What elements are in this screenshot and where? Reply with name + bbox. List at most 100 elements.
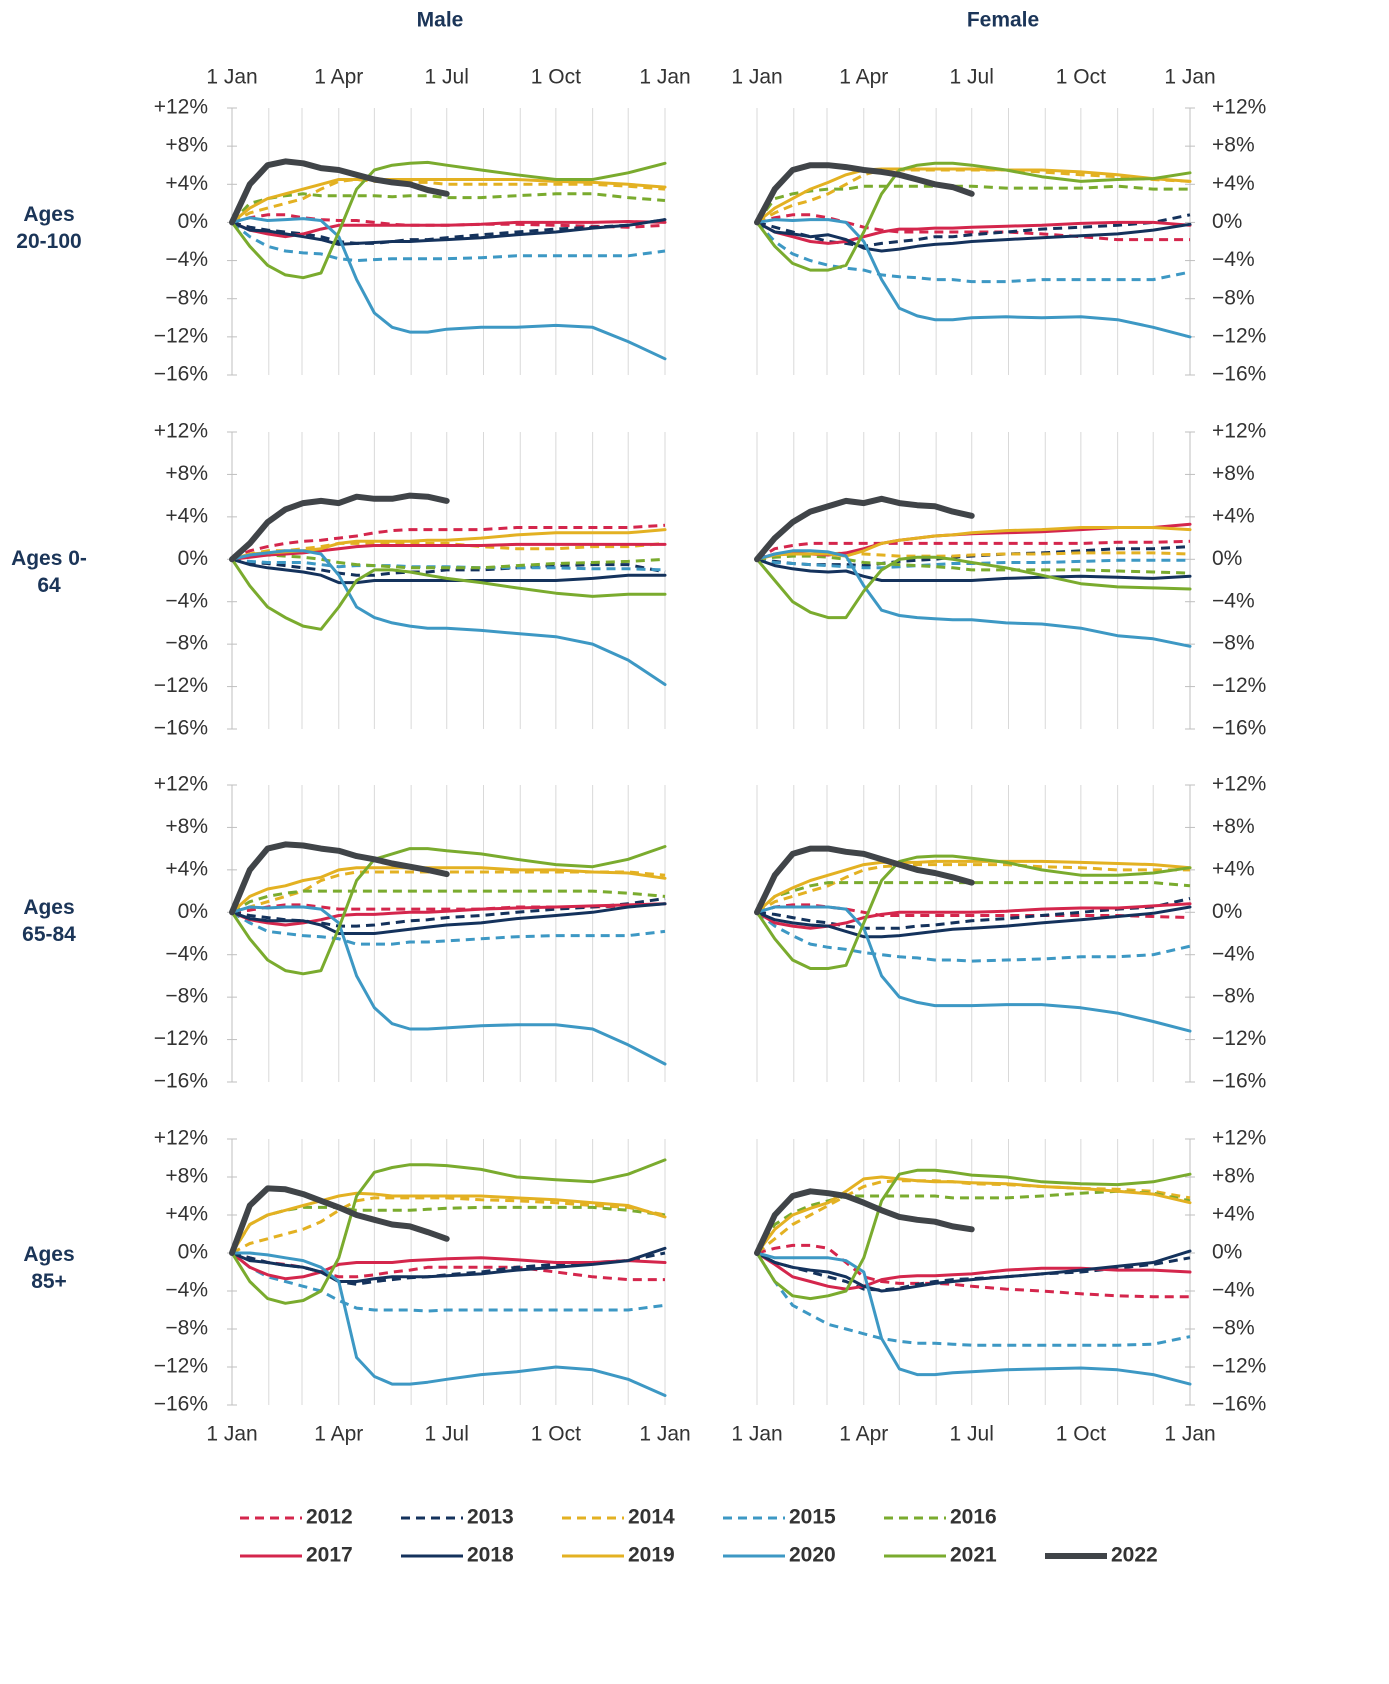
y-tick-label: +12% <box>154 1127 208 1150</box>
series-line <box>755 557 1192 582</box>
series-line <box>755 854 1192 970</box>
legend-label: 2013 <box>467 1506 514 1529</box>
series-line <box>230 557 667 585</box>
series-line <box>755 220 1192 245</box>
series-line <box>230 1246 667 1283</box>
series-line <box>756 554 1191 575</box>
x-tick-label: 1 Jan <box>639 66 690 89</box>
y-tick-label: −16% <box>1212 1393 1266 1416</box>
x-tick-label: 1 Jul <box>425 66 469 89</box>
series-line <box>231 1251 666 1286</box>
series-line <box>755 1251 1192 1386</box>
series-line <box>755 526 1192 561</box>
y-tick-label: +12% <box>1212 420 1266 443</box>
y-tick-label: −16% <box>154 1393 208 1416</box>
y-tick-label: −4% <box>1212 248 1255 271</box>
y-tick-label: +4% <box>1212 172 1255 195</box>
series-line <box>230 216 667 361</box>
x-tick-label: 1 Jan <box>206 66 257 89</box>
y-tick-label: −12% <box>154 1027 208 1050</box>
series-line <box>755 221 1191 284</box>
legend-label: 2016 <box>950 1506 997 1529</box>
x-tick-label: 1 Jan <box>206 1423 257 1446</box>
series-line <box>755 1252 1191 1347</box>
y-tick-label: −16% <box>154 717 208 740</box>
y-tick-label: 0% <box>178 210 208 233</box>
series-line <box>230 557 667 631</box>
y-tick-label: 0% <box>1212 1241 1242 1264</box>
series-line <box>230 220 667 239</box>
y-tick-label: +12% <box>154 420 208 443</box>
y-tick-label: +12% <box>1212 1127 1266 1150</box>
series-line <box>755 161 1192 272</box>
y-tick-label: −8% <box>165 985 208 1008</box>
series-line <box>229 841 450 916</box>
x-tick-label: 1 Jul <box>425 1423 469 1446</box>
series-line <box>230 542 667 561</box>
series-line <box>230 1251 667 1281</box>
series-line <box>756 881 1191 914</box>
series-line <box>229 1185 450 1256</box>
y-tick-label: 0% <box>1212 210 1242 233</box>
x-tick-label: 1 Apr <box>314 1423 363 1446</box>
y-tick-label: −8% <box>1212 1317 1255 1340</box>
y-tick-label: 0% <box>1212 900 1242 923</box>
series-line <box>230 902 667 935</box>
x-tick-label: 1 Jan <box>731 1423 782 1446</box>
x-tick-label: 1 Jul <box>950 66 994 89</box>
series-line <box>231 902 666 914</box>
y-tick-label: +8% <box>165 462 208 485</box>
y-tick-label: +4% <box>165 1203 208 1226</box>
series-line <box>755 184 1190 224</box>
series-line <box>231 553 666 570</box>
series-line <box>756 1251 1191 1292</box>
x-tick-label: 1 Oct <box>531 1423 581 1446</box>
y-tick-label: −8% <box>1212 286 1255 309</box>
series-line <box>754 162 975 226</box>
row-title: Ages 0-64 <box>11 547 87 597</box>
y-tick-label: +4% <box>165 172 208 195</box>
x-tick-label: 1 Apr <box>314 66 363 89</box>
series-line <box>231 1251 666 1313</box>
legend-label: 2017 <box>306 1544 353 1567</box>
y-tick-label: +12% <box>154 773 208 796</box>
y-tick-label: −4% <box>165 589 208 612</box>
legend-label: 2014 <box>628 1506 675 1529</box>
y-tick-label: −4% <box>1212 942 1255 965</box>
series-line <box>231 911 666 946</box>
series-line <box>754 495 975 563</box>
y-tick-label: −8% <box>165 1317 208 1340</box>
series-line <box>230 1191 667 1255</box>
x-tick-label: 1 Jan <box>1164 1423 1215 1446</box>
legend-label: 2015 <box>789 1506 836 1529</box>
series-line <box>230 1251 667 1397</box>
y-tick-label: +4% <box>1212 1203 1255 1226</box>
series-line <box>230 1205 666 1254</box>
series-line <box>754 845 975 916</box>
x-tick-label: 1 Jan <box>639 1423 690 1446</box>
y-tick-label: −4% <box>1212 1279 1255 1302</box>
y-tick-label: −4% <box>165 248 208 271</box>
series-line <box>755 905 1192 1033</box>
series-line <box>230 905 667 1066</box>
x-tick-label: 1 Apr <box>839 66 888 89</box>
series-line <box>231 870 666 914</box>
series-line <box>755 1249 1192 1293</box>
series-line <box>755 549 1192 648</box>
y-tick-label: −12% <box>1212 1355 1266 1378</box>
series-line <box>754 1188 975 1256</box>
series-line <box>231 557 666 577</box>
legend-label: 2022 <box>1111 1544 1158 1567</box>
y-tick-label: +8% <box>1212 1165 1255 1188</box>
y-tick-label: −8% <box>165 632 208 655</box>
y-tick-label: +4% <box>1212 504 1255 527</box>
series-line <box>230 160 667 280</box>
y-tick-label: −12% <box>1212 1027 1266 1050</box>
row-title: Ages 20-100 <box>16 203 82 253</box>
legend-label: 2018 <box>467 1544 514 1567</box>
x-tick-label: 1 Apr <box>839 1423 888 1446</box>
column-title: Female <box>967 9 1039 32</box>
y-tick-label: −12% <box>154 674 208 697</box>
column-title: Male <box>417 9 464 32</box>
